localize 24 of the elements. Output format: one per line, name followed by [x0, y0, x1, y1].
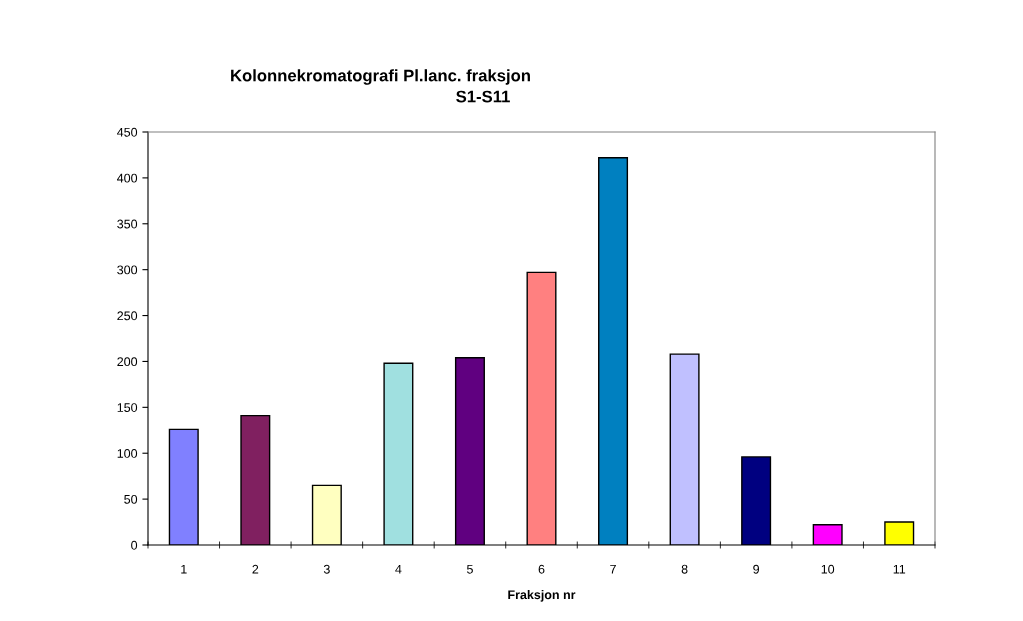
y-tick-label: 250	[117, 311, 138, 321]
y-tick-label: 50	[124, 494, 138, 504]
y-tick-label: 0	[131, 540, 138, 550]
y-tick-label: 100	[117, 449, 138, 458]
x-tick-label: 7	[610, 564, 616, 574]
x-tick-label: 3	[323, 564, 330, 574]
x-tick-label: 11	[893, 564, 906, 574]
y-tick-label: 150	[117, 403, 138, 412]
x-tick-label: 6	[538, 564, 545, 574]
y-tick-label: 300	[117, 265, 138, 275]
x-tick-label: 9	[753, 564, 760, 574]
y-tick-label: 400	[117, 173, 138, 183]
chart-title: Kolonnekromatografi Pl.lanc. fraksjon	[231, 69, 530, 85]
y-tick-label: 450	[117, 127, 138, 137]
x-tick-label: 8	[681, 564, 688, 574]
chart-subtitle: S1-S11	[456, 90, 510, 103]
y-tick-label: 200	[117, 357, 138, 367]
y-tick-label: 350	[117, 219, 138, 229]
x-tick-label: 10	[821, 564, 835, 574]
x-tick-label: 2	[252, 564, 259, 574]
x-axis-title: Fraksjon nr	[508, 589, 576, 602]
x-tick-label: 4	[395, 564, 402, 574]
x-tick-label: 5	[466, 564, 473, 574]
x-tick-label: 1	[181, 564, 187, 574]
